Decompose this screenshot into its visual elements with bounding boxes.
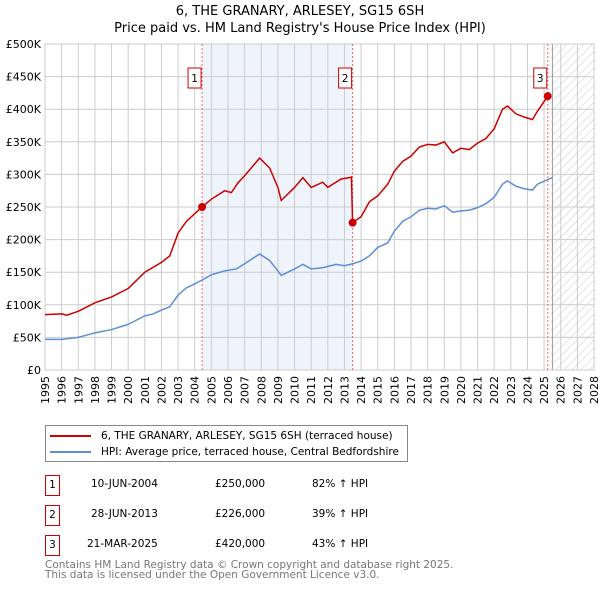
x-tick-label: 2003 [172, 376, 185, 404]
x-tick-label: 2010 [289, 376, 302, 404]
legend: 6, THE GRANARY, ARLESEY, SG15 6SH (terra… [45, 425, 408, 462]
y-tick-label: £200K [6, 234, 42, 247]
sale-number-badge: 1 [45, 475, 60, 496]
sale-number-badge: 3 [45, 535, 60, 556]
x-tick-label: 1996 [56, 376, 69, 404]
x-tick-label: 2004 [189, 376, 202, 404]
y-tick-label: £0 [27, 364, 41, 377]
y-tick-label: £400K [6, 103, 42, 116]
x-tick-label: 2023 [505, 376, 518, 404]
x-tick-label: 2013 [338, 376, 351, 404]
sale-point [543, 92, 552, 101]
x-tick-label: 2007 [239, 376, 252, 404]
x-tick-label: 2016 [388, 376, 401, 404]
x-tick-label: 1998 [89, 376, 102, 404]
x-tick-label: 2026 [555, 376, 568, 404]
sale-label: 2 [342, 73, 349, 85]
sale-hpi-change: 43% ↑ HPI [312, 538, 369, 550]
sale-price: £250,000 [215, 478, 266, 490]
x-tick-label: 2005 [205, 376, 218, 404]
x-tick-label: 2025 [538, 376, 551, 404]
sale-hpi-change: 82% ↑ HPI [312, 478, 369, 490]
x-tick-label: 2017 [405, 376, 418, 404]
x-tick-label: 2012 [322, 376, 335, 404]
x-tick-label: 2006 [222, 376, 235, 404]
x-tick-label: 1995 [39, 376, 52, 404]
x-tick-label: 2008 [255, 376, 268, 404]
x-tick-label: 1997 [72, 376, 85, 404]
y-tick-label: £500K [6, 38, 42, 51]
sale-label-box [338, 67, 353, 89]
sale-hpi-change: 39% ↑ HPI [312, 508, 369, 520]
hpi-line [45, 176, 553, 341]
legend-swatch-property [50, 435, 91, 437]
sale-label-box [533, 67, 548, 89]
y-tick-label: £450K [6, 71, 42, 84]
legend-swatch-hpi [50, 451, 91, 453]
x-tick-label: 2000 [122, 376, 135, 404]
sale-point [198, 203, 207, 211]
footer-line-1: Contains HM Land Registry data © Crown c… [45, 559, 454, 571]
chart-title: 6, THE GRANARY, ARLESEY, SG15 6SH [175, 4, 425, 19]
legend-label-property: 6, THE GRANARY, ARLESEY, SG15 6SH (terra… [101, 430, 393, 442]
sale-price: £420,000 [215, 538, 266, 550]
sale-number-badge: 2 [45, 505, 60, 526]
sale-label-box [187, 67, 202, 89]
sale-date: 10-JUN-2004 [91, 478, 158, 490]
footer-line-2: This data is licensed under the Open Gov… [45, 569, 380, 581]
y-tick-label: £250K [6, 201, 42, 214]
plot-border [44, 43, 595, 371]
x-tick-label: 2001 [139, 376, 152, 404]
sale-point [348, 218, 357, 227]
x-tick-label: 2014 [355, 376, 368, 404]
sale-price: £226,000 [215, 508, 266, 520]
x-tick-label: 2022 [488, 376, 501, 404]
sale-label: 3 [537, 73, 544, 85]
sale-label: 1 [191, 73, 198, 85]
y-tick-label: £300K [6, 168, 42, 181]
property-price-line [44, 95, 549, 317]
x-tick-label: 2019 [438, 376, 451, 404]
plot-area: 1995 1996 1997 1998 1999 2000 2001 2002 2003 2004… [6, 38, 600, 404]
y-tick-label: £50K [13, 331, 42, 344]
sale-date: 21-MAR-2025 [87, 538, 158, 550]
x-tick-label: 2009 [272, 376, 285, 404]
y-tick-label: £100K [6, 299, 42, 312]
y-tick-label: £350K [6, 136, 42, 149]
x-tick-label: 2002 [155, 376, 168, 404]
x-tick-label: 2021 [472, 376, 485, 404]
y-tick-label: £150K [6, 266, 42, 279]
x-tick-label: 2011 [305, 376, 318, 404]
x-tick-label: 1999 [106, 376, 119, 404]
footer: Contains HM Land Registry data © Crown c… [45, 559, 454, 581]
sale-date: 28-JUN-2013 [91, 508, 158, 520]
x-tick-label: 2018 [422, 376, 435, 404]
x-tick-label: 2027 [571, 376, 584, 404]
x-tick-label: 2024 [521, 376, 534, 404]
x-tick-label: 2020 [455, 376, 468, 404]
x-tick-label: 2028 [588, 376, 600, 404]
chart-subtitle: Price paid vs. HM Land Registry's House … [114, 21, 486, 36]
legend-label-hpi: HPI: Average price, terraced house, Cent… [101, 446, 399, 458]
x-tick-label: 2015 [372, 376, 385, 404]
